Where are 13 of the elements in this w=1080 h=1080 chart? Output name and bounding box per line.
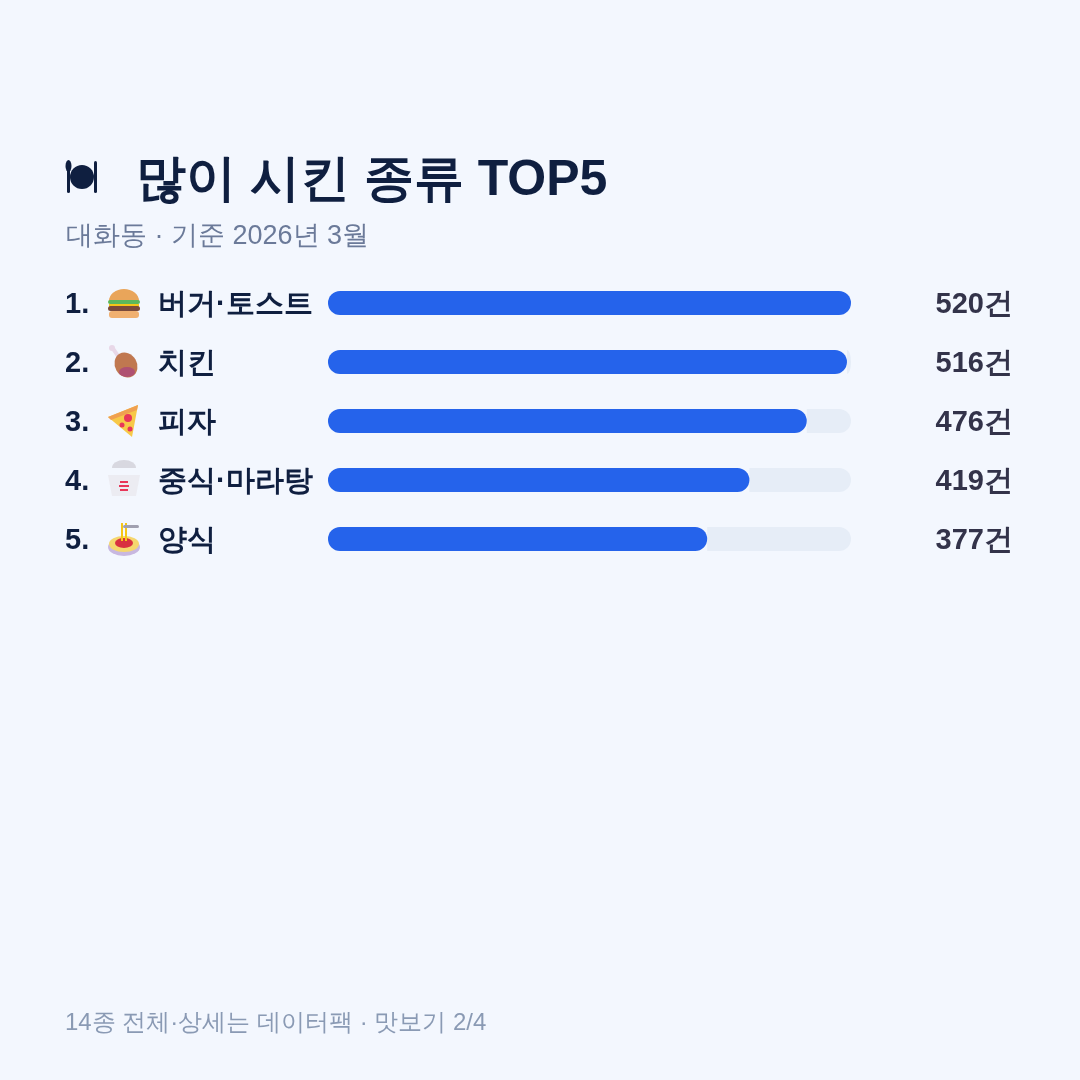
data-label: 377건 [935,523,1013,555]
category-label: 3. 피자 [65,405,216,437]
chart-title: 많이 시킨 종류 TOP5 [136,150,608,206]
category-label: 1. 버거·토스트 [65,287,313,319]
text: 14종 전체·상세는 데이터팩 · 맛보기 2/4 [65,1008,487,1035]
data-label: 520건 [935,287,1013,319]
category-label: 5. 양식 [65,523,216,555]
data-label: 516건 [935,346,1013,378]
category-label: 2. 치킨 [65,346,216,378]
data-label: 476건 [935,405,1013,437]
data-label: 419건 [935,464,1013,496]
chart-subtitle: 대화동 · 기준 2026년 3월 [66,220,370,250]
category-label: 4. 중식·마라탕 [65,464,313,496]
